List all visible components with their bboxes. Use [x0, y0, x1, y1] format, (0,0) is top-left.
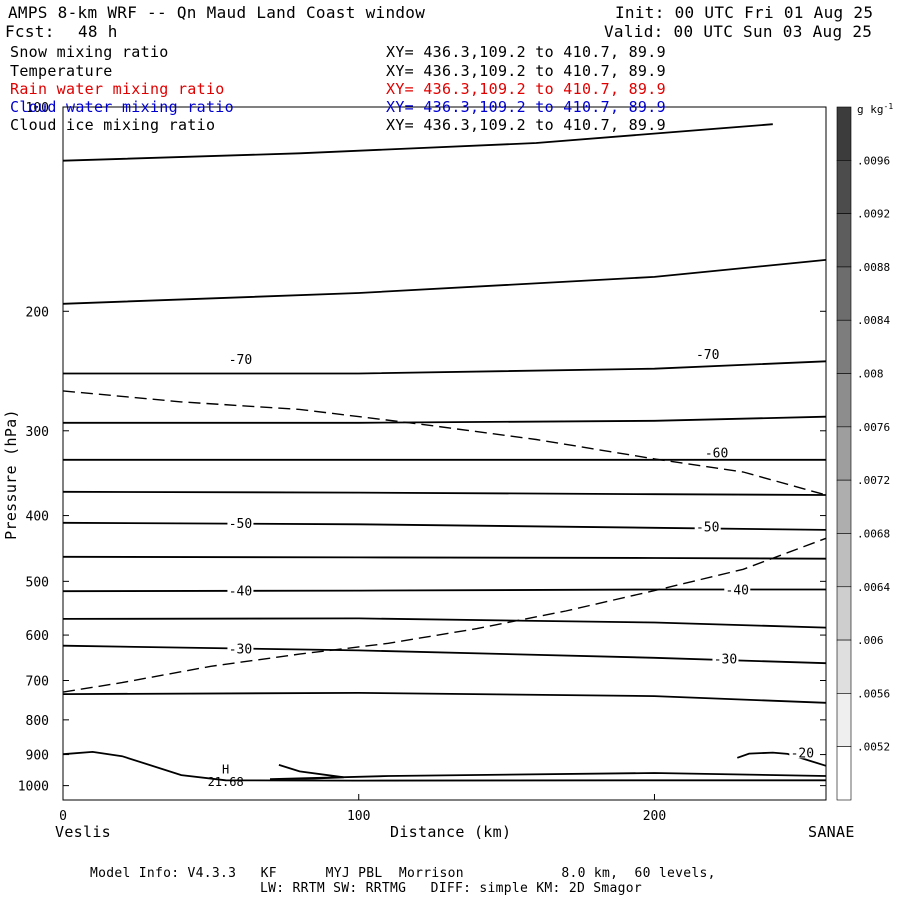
x-tick-label: 0: [59, 809, 67, 824]
colorbar-tick-label: .0068: [857, 527, 890, 540]
colorbar-tick-label: .0056: [857, 687, 890, 700]
y-tick-label: 900: [26, 749, 49, 764]
high-marker-label: 21.68: [208, 775, 244, 789]
isotherm-line: [62, 691, 827, 704]
field-name-cloud-ice: Cloud ice mixing ratio: [10, 116, 216, 134]
x-tick-label: 200: [643, 809, 666, 824]
isotherm-label-bg: [227, 514, 254, 529]
x-endpoint-left: Veslis: [55, 823, 111, 841]
isotherm-line: [62, 644, 827, 665]
footer-model-info: Model Info: V4.3.3 KF MYJ PBL Morrison 8…: [90, 866, 716, 881]
isotherm-label-bg: [227, 640, 254, 655]
field-xy-cloud-water: XY= 436.3,109.2 to 410.7, 89.9: [386, 98, 666, 116]
colorbar-swatch: [836, 533, 852, 588]
isotherm-label-bg: [694, 518, 721, 533]
y-tick-label: 100: [26, 101, 49, 116]
field-name-rain: Rain water mixing ratio: [10, 80, 225, 98]
field-xy-snow: XY= 436.3,109.2 to 410.7, 89.9: [386, 43, 666, 61]
valid-time: Valid: 00 UTC Sun 03 Aug 25: [604, 22, 873, 41]
colorbar-swatch: [836, 106, 852, 161]
isotherm-label-bg: [227, 582, 254, 597]
isotherm-line: [62, 259, 827, 305]
isotherm-label: -30: [714, 653, 737, 668]
y-tick-label: 600: [26, 629, 49, 644]
dashed-contour-line: [62, 537, 827, 693]
isotherm-label: -60: [705, 447, 728, 462]
isotherm-label: -40: [726, 583, 749, 598]
isotherm-line: [62, 123, 773, 162]
isotherm-line: [62, 521, 827, 531]
colorbar-unit-label: g kg-1: [857, 102, 893, 116]
colorbar-swatch: [836, 479, 852, 534]
isotherm-label-bg: [724, 581, 751, 596]
chart-title: AMPS 8-km WRF -- Qn Maud Land Coast wind…: [8, 3, 426, 22]
isotherm-label-bg: [694, 345, 721, 360]
colorbar-tick-label: .0064: [857, 581, 890, 594]
y-tick-label: 200: [26, 305, 49, 320]
colorbar-swatch: [836, 639, 852, 694]
colorbar-tick-label: .0084: [857, 314, 890, 327]
y-axis-label: Pressure (hPa): [1, 409, 20, 540]
plot-frame: [62, 106, 827, 801]
colorbar-swatch: [836, 213, 852, 268]
isotherm-line: [63, 415, 827, 424]
isotherm-label: -30: [229, 643, 252, 658]
dashed-contour-line: [62, 390, 827, 496]
forecast-label: Fcst:: [5, 22, 55, 41]
high-marker-label: H: [222, 762, 229, 776]
y-tick-label: 1000: [18, 780, 49, 795]
isotherm-label-bg: [712, 650, 739, 665]
forecast-hour: 48 h: [78, 22, 118, 41]
footer-physics-info: LW: RRTM SW: RRTMG DIFF: simple KM: 2D S…: [260, 881, 642, 896]
y-tick-label: 300: [26, 425, 49, 440]
y-tick-label: 700: [26, 675, 49, 690]
isotherm-label: -40: [229, 585, 252, 600]
colorbar-swatch: [836, 426, 852, 481]
isotherm-label: -50: [696, 520, 719, 535]
field-name-snow: Snow mixing ratio: [10, 43, 169, 61]
isotherm-label: -70: [229, 353, 252, 368]
x-axis-label: Distance (km): [390, 823, 512, 841]
y-tick-label: 800: [26, 714, 49, 729]
colorbar-swatch: [836, 266, 852, 321]
colorbar-swatch: [836, 319, 852, 374]
field-name-cloud-water: Cloud water mixing ratio: [10, 98, 234, 116]
isotherm-line: [63, 360, 827, 375]
colorbar-tick-label: .0088: [857, 261, 890, 274]
isotherm-line: [62, 490, 827, 496]
isotherm-label-bg: [703, 444, 730, 459]
colorbar-swatch: [836, 160, 852, 214]
colorbar-swatch: [836, 693, 852, 747]
colorbar-swatch: [836, 746, 852, 801]
y-tick-label: 500: [26, 575, 49, 590]
colorbar-tick-label: .0092: [857, 208, 890, 221]
isotherm-line: [62, 750, 826, 782]
isotherm-line: [62, 588, 826, 593]
isotherm-label-bg: [227, 350, 254, 365]
isotherm-line: [62, 555, 827, 560]
field-xy-temperature: XY= 436.3,109.2 to 410.7, 89.9: [386, 62, 666, 80]
colorbar-swatch: [836, 373, 852, 428]
colorbar-tick-label: .0052: [857, 741, 890, 754]
field-name-temperature: Temperature: [10, 62, 113, 80]
isotherm-label: -70: [696, 348, 719, 363]
isotherm-label-bg: [789, 744, 816, 759]
colorbar-tick-label: .006: [857, 634, 884, 647]
isotherm-line: [269, 764, 827, 780]
colorbar-tick-label: .0072: [857, 474, 890, 487]
field-xy-cloud-ice: XY= 436.3,109.2 to 410.7, 89.9: [386, 116, 666, 134]
field-xy-rain: XY= 436.3,109.2 to 410.7, 89.9: [386, 80, 666, 98]
colorbar-swatch: [836, 586, 852, 641]
isotherm-label: -50: [229, 517, 252, 532]
init-time: Init: 00 UTC Fri 01 Aug 25: [615, 3, 874, 22]
colorbar-tick-label: .0096: [857, 154, 890, 167]
y-tick-label: 400: [26, 510, 49, 525]
x-endpoint-right: SANAE: [808, 823, 855, 841]
isotherm-label: -20: [791, 746, 814, 761]
isotherm-line: [62, 617, 827, 629]
x-tick-label: 100: [347, 809, 370, 824]
colorbar-tick-label: .0076: [857, 421, 890, 434]
colorbar-tick-label: .008: [857, 368, 884, 381]
